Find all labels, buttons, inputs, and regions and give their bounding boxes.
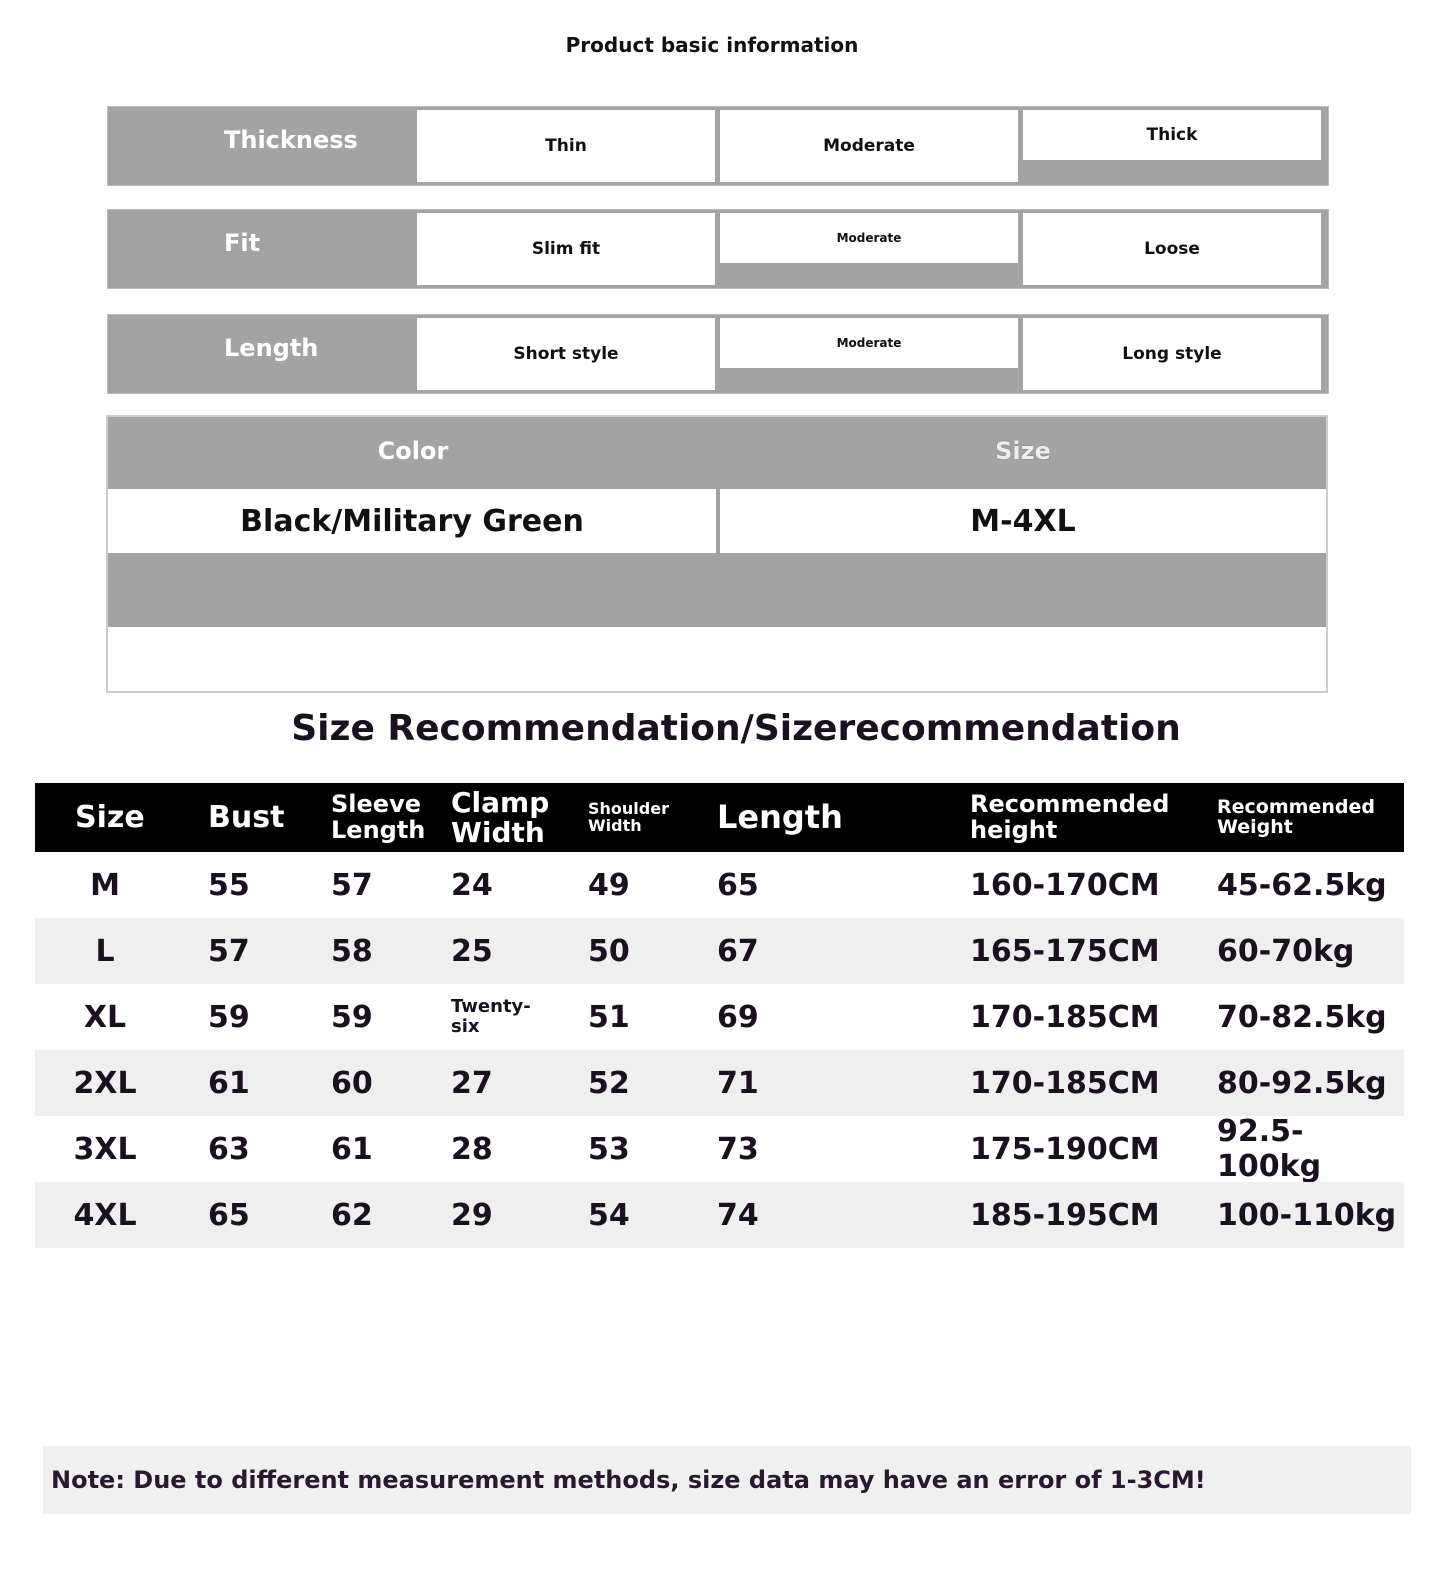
- table-cell: 52: [588, 1065, 630, 1101]
- attribute-row: Fit Slim fit Moderate Loose: [107, 209, 1329, 289]
- table-cell: 92.5-100kg: [1217, 1114, 1322, 1184]
- table-cell: 175-190CM: [970, 1131, 1160, 1167]
- table-cell: 63: [208, 1131, 250, 1167]
- table-cell: L: [95, 933, 115, 969]
- column-header: Sleeve Length: [331, 790, 426, 844]
- attribute-row: Thickness Thin Moderate Thick: [107, 106, 1329, 186]
- table-cell: Twenty-six: [451, 996, 531, 1037]
- table-cell: 27: [451, 1065, 493, 1101]
- attribute-label: Fit: [224, 229, 261, 257]
- color-value: Black/Military Green: [108, 489, 716, 553]
- table-cell: 61: [331, 1131, 373, 1167]
- color-label: Color: [377, 437, 449, 465]
- column-header: Length: [717, 797, 843, 836]
- size-table-header: Size Bust Sleeve Length Clamp Width Shoulder…: [35, 783, 1404, 852]
- attribute-option: Long style: [1023, 318, 1321, 390]
- table-row: M 55 57 24 49 65 160-170CM 45-62.5kg: [35, 852, 1404, 918]
- table-cell: 2XL: [73, 1065, 137, 1101]
- column-header: Recommended Weight: [1217, 795, 1375, 838]
- table-cell: 73: [717, 1131, 759, 1167]
- table-cell: 65: [717, 867, 759, 903]
- table-cell: 100-110kg: [1217, 1197, 1397, 1233]
- table-cell: 61: [208, 1065, 250, 1101]
- table-cell: XL: [83, 999, 127, 1035]
- table-cell: 62: [331, 1197, 373, 1233]
- table-cell: M: [90, 867, 120, 903]
- table-row: XL 59 59 Twenty-six 51 69 170-185CM 70-82.5kg: [35, 984, 1404, 1050]
- table-cell: 45-62.5kg: [1217, 867, 1387, 903]
- section-title: Size Recommendation/Sizerecommendation: [291, 708, 1181, 749]
- table-cell: 3XL: [73, 1131, 137, 1167]
- size-label: Size: [995, 437, 1051, 465]
- attribute-label: Length: [224, 334, 319, 362]
- table-cell: 55: [208, 867, 250, 903]
- table-cell: 51: [588, 999, 630, 1035]
- attribute-option: Loose: [1023, 213, 1321, 285]
- table-row: 2XL 61 60 27 52 71 170-185CM 80-92.5kg: [35, 1050, 1404, 1116]
- column-header: Shoulder Width: [588, 798, 669, 835]
- table-cell: 80-92.5kg: [1217, 1065, 1387, 1101]
- table-cell: 74: [717, 1197, 759, 1233]
- attribute-option: Thin: [417, 110, 715, 182]
- page-title: Product basic information: [565, 33, 859, 57]
- table-row: L 57 58 25 50 67 165-175CM 60-70kg: [35, 918, 1404, 984]
- column-header: Size: [75, 799, 145, 835]
- column-header: Recommended height: [970, 790, 1170, 844]
- table-cell: 50: [588, 933, 630, 969]
- table-cell: 53: [588, 1131, 630, 1167]
- table-cell: 28: [451, 1131, 493, 1167]
- table-cell: 58: [331, 933, 373, 969]
- table-cell: 170-185CM: [970, 1065, 1160, 1101]
- table-cell: 24: [451, 867, 493, 903]
- table-cell: 160-170CM: [970, 867, 1160, 903]
- table-cell: 65: [208, 1197, 250, 1233]
- column-header: Clamp Width: [451, 786, 550, 849]
- table-cell: 60: [331, 1065, 373, 1101]
- attribute-option: Moderate: [720, 213, 1018, 263]
- table-cell: 165-175CM: [970, 933, 1160, 969]
- measurement-note: Note: Due to different measurement metho…: [43, 1446, 1411, 1514]
- table-cell: 57: [208, 933, 250, 969]
- attribute-label: Thickness: [224, 126, 358, 154]
- table-cell: 25: [451, 933, 493, 969]
- table-row: 4XL 65 62 29 54 74 185-195CM 100-110kg: [35, 1182, 1404, 1248]
- table-cell: 67: [717, 933, 759, 969]
- table-cell: 71: [717, 1065, 759, 1101]
- attribute-row: Length Short style Moderate Long style: [107, 314, 1329, 394]
- table-cell: 29: [451, 1197, 493, 1233]
- table-cell: 59: [208, 999, 250, 1035]
- table-row: 3XL 63 61 28 53 73 175-190CM 92.5-100kg: [35, 1114, 1404, 1184]
- attribute-option: Short style: [417, 318, 715, 390]
- table-cell: 170-185CM: [970, 999, 1160, 1035]
- table-cell: 69: [717, 999, 759, 1035]
- attribute-option: Thick: [1023, 110, 1321, 160]
- attribute-option: Moderate: [720, 318, 1018, 368]
- table-cell: 49: [588, 867, 630, 903]
- table-cell: 60-70kg: [1217, 933, 1355, 969]
- table-cell: 70-82.5kg: [1217, 999, 1387, 1035]
- table-cell: 54: [588, 1197, 630, 1233]
- table-cell: 4XL: [73, 1197, 137, 1233]
- table-cell: 57: [331, 867, 373, 903]
- size-value: M-4XL: [720, 489, 1326, 553]
- attribute-option: Slim fit: [417, 213, 715, 285]
- color-size-block: Color Size Black/Military Green M-4XL: [106, 415, 1328, 693]
- column-header: Bust: [208, 799, 285, 835]
- table-cell: 59: [331, 999, 373, 1035]
- attribute-option: Moderate: [720, 110, 1018, 182]
- table-cell: 185-195CM: [970, 1197, 1160, 1233]
